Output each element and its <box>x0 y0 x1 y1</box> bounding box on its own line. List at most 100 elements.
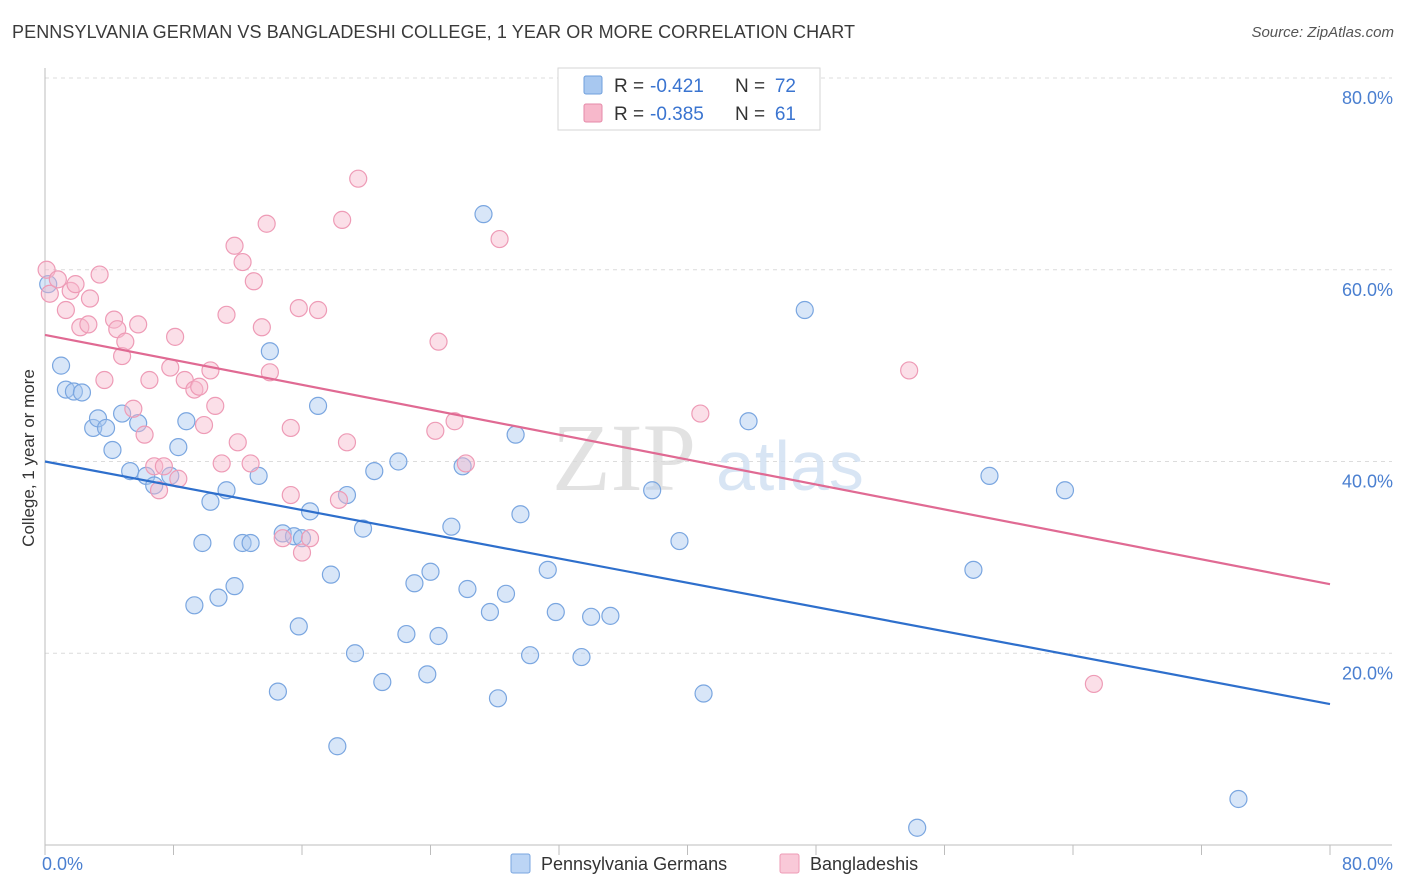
bangladeshi-point <box>691 404 710 423</box>
stats-n-value: 72 <box>775 76 796 97</box>
pennsylvania-german-point <box>1229 789 1248 809</box>
pennsylvania-german-point <box>96 418 116 438</box>
pennsylvania-german-point <box>397 624 416 644</box>
bangladeshi-point <box>145 457 164 476</box>
pennsylvania-german-point <box>405 574 424 593</box>
bangladeshi-trend-line <box>44 333 1331 586</box>
bottom-legend: Pennsylvania Germans Bangladeshis <box>510 853 918 874</box>
bangladeshi-point <box>90 265 109 284</box>
stats-r-label: R = <box>614 104 644 125</box>
bangladeshi-point <box>252 318 271 337</box>
y-axis-label: College, 1 year or more <box>19 369 38 547</box>
stats-legend: R = -0.421 N = 72 R = -0.385 N = 61 <box>557 67 821 131</box>
x-tick-label: 80.0% <box>1342 854 1393 874</box>
axes <box>44 68 1392 855</box>
bangladeshi-point <box>161 358 180 377</box>
bangladeshi-point <box>273 529 292 548</box>
pennsylvania-german-point <box>260 342 279 361</box>
stats-n-label: N = <box>735 104 765 125</box>
pennsylvania-german-point <box>572 647 591 667</box>
bangladeshi-point <box>212 454 231 473</box>
bangladeshi-point <box>900 361 919 380</box>
pennsylvania-german-point <box>289 617 308 636</box>
bangladeshi-point <box>241 454 260 473</box>
pennsylvania-german-point <box>474 205 493 224</box>
pennsylvania-german-point <box>353 519 373 538</box>
legend-label: Bangladeshis <box>810 854 918 874</box>
stats-n-label: N = <box>735 76 765 97</box>
bangladeshi-point <box>194 415 214 435</box>
pennsylvania-german-point <box>273 524 292 543</box>
pennsylvania-german-point <box>453 457 472 476</box>
chart-title: PENNSYLVANIA GERMAN VS BANGLADESHI COLLE… <box>12 22 856 42</box>
pennsylvania-german-point <box>84 418 103 438</box>
bangladeshi-point <box>206 396 225 415</box>
bangladeshi-point <box>228 433 247 452</box>
bangladeshi-point <box>337 433 357 452</box>
legend-label: Pennsylvania Germans <box>541 854 727 874</box>
y-tick-label: 80.0% <box>1342 88 1393 108</box>
pennsylvania-german-point <box>458 579 477 599</box>
bangladeshi-point <box>116 332 135 351</box>
bangladeshi-point <box>48 270 67 289</box>
pennsylvania-german-point <box>546 602 565 622</box>
pennsylvania-german-point <box>520 646 540 665</box>
legend-swatch <box>779 853 800 874</box>
stats-r-label: R = <box>614 76 644 97</box>
bangladeshi-point <box>308 300 328 320</box>
bangladeshi-point <box>79 315 98 334</box>
bangladeshi-point <box>300 529 320 548</box>
pennsylvania-german-point <box>488 689 508 708</box>
pennsylvania-german-point <box>582 607 601 626</box>
pennsylvania-german-point <box>1055 481 1075 500</box>
pennsylvania-german-point <box>421 562 440 581</box>
pennsylvania-german-point <box>51 356 71 375</box>
pennsylvania-german-point <box>964 560 983 579</box>
bangladeshi-point <box>166 327 185 346</box>
pennsylvania-german-point <box>694 684 713 703</box>
bangladeshi-point <box>233 252 252 272</box>
pennsylvania-german-point <box>209 588 228 607</box>
pennsylvania-german-point <box>201 492 220 511</box>
bangladeshi-point <box>95 370 114 390</box>
bangladeshi-point <box>244 272 263 291</box>
stats-r-value: -0.421 <box>650 76 704 97</box>
bangladeshi-point <box>135 425 154 444</box>
pennsylvania-german-point <box>795 300 814 320</box>
stats-legend-swatch <box>583 75 603 95</box>
bangladeshi-point <box>225 236 244 255</box>
data-points <box>37 169 1248 837</box>
pennsylvania-german-point <box>321 565 341 584</box>
pennsylvania-german-point <box>670 531 689 551</box>
x-tick-label: 0.0% <box>42 854 83 874</box>
bangladeshi-point <box>40 284 59 303</box>
bangladeshi-point <box>329 490 349 509</box>
pennsylvania-german-point <box>365 461 384 481</box>
pennsylvania-german-point <box>72 383 92 402</box>
bangladeshi-point <box>333 210 352 229</box>
pennsylvania-german-point <box>506 425 525 444</box>
pennsylvania-german-point <box>169 438 188 457</box>
pennsylvania-german-trend-line <box>44 460 1331 706</box>
pennsylvania-german-point <box>241 533 260 553</box>
pennsylvania-german-point <box>328 737 347 756</box>
pennsylvania-german-point <box>511 505 530 524</box>
stats-legend-swatch <box>583 103 603 123</box>
pennsylvania-german-point <box>389 452 408 471</box>
pennsylvania-german-point <box>908 818 927 837</box>
pennsylvania-german-point <box>185 596 204 615</box>
pennsylvania-german-point <box>193 533 212 553</box>
bangladeshi-point <box>154 457 173 476</box>
stats-r-value: -0.385 <box>650 104 704 125</box>
pennsylvania-german-point <box>739 412 758 431</box>
bangladeshi-point <box>292 543 312 562</box>
bangladeshi-point <box>260 363 279 382</box>
bangladeshi-point <box>281 418 300 438</box>
pennsylvania-german-point <box>601 606 620 625</box>
pennsylvania-german-point <box>643 481 662 500</box>
bangladeshi-point <box>104 310 124 329</box>
bangladeshi-point <box>445 412 464 431</box>
source-credit: Source: ZipAtlas.com <box>1251 24 1394 41</box>
bangladeshi-point <box>217 305 236 324</box>
